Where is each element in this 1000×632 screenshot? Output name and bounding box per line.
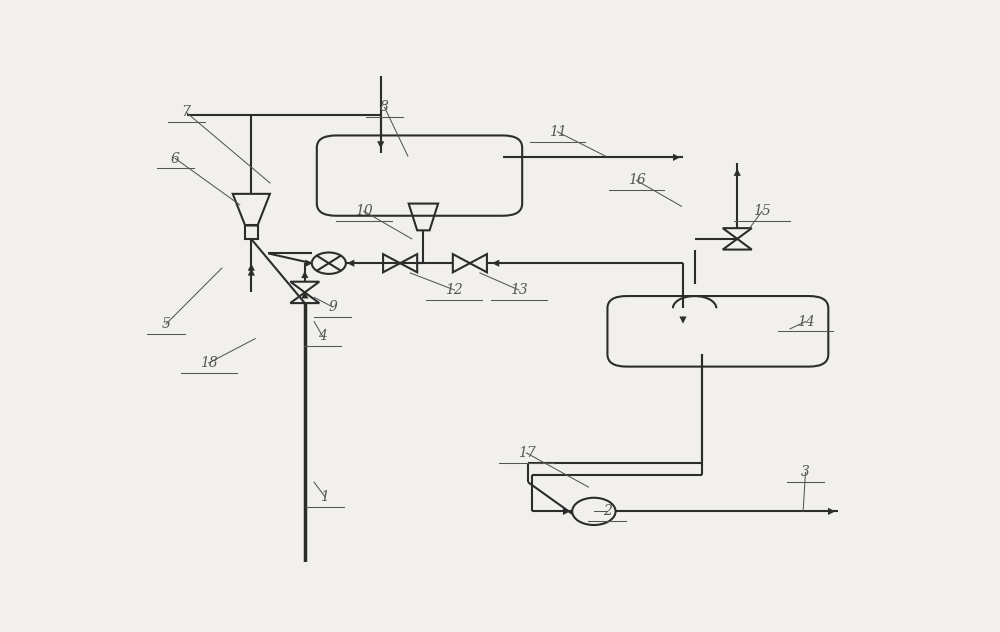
Text: 9: 9 bbox=[328, 300, 337, 314]
Text: 17: 17 bbox=[518, 446, 535, 460]
Text: 3: 3 bbox=[801, 465, 810, 480]
Text: 10: 10 bbox=[355, 204, 373, 218]
Text: 5: 5 bbox=[162, 317, 171, 331]
Text: 15: 15 bbox=[753, 204, 771, 218]
Text: 1: 1 bbox=[321, 490, 329, 504]
Text: 4: 4 bbox=[318, 329, 327, 343]
Text: 14: 14 bbox=[797, 315, 814, 329]
Text: 16: 16 bbox=[628, 173, 645, 188]
Text: 13: 13 bbox=[510, 283, 528, 297]
Text: 6: 6 bbox=[171, 152, 180, 166]
Text: 12: 12 bbox=[446, 283, 463, 297]
Text: 2: 2 bbox=[603, 504, 611, 518]
Text: 8: 8 bbox=[380, 100, 389, 114]
Text: 7: 7 bbox=[182, 106, 191, 119]
Text: 11: 11 bbox=[549, 125, 566, 139]
Text: 18: 18 bbox=[200, 356, 218, 370]
